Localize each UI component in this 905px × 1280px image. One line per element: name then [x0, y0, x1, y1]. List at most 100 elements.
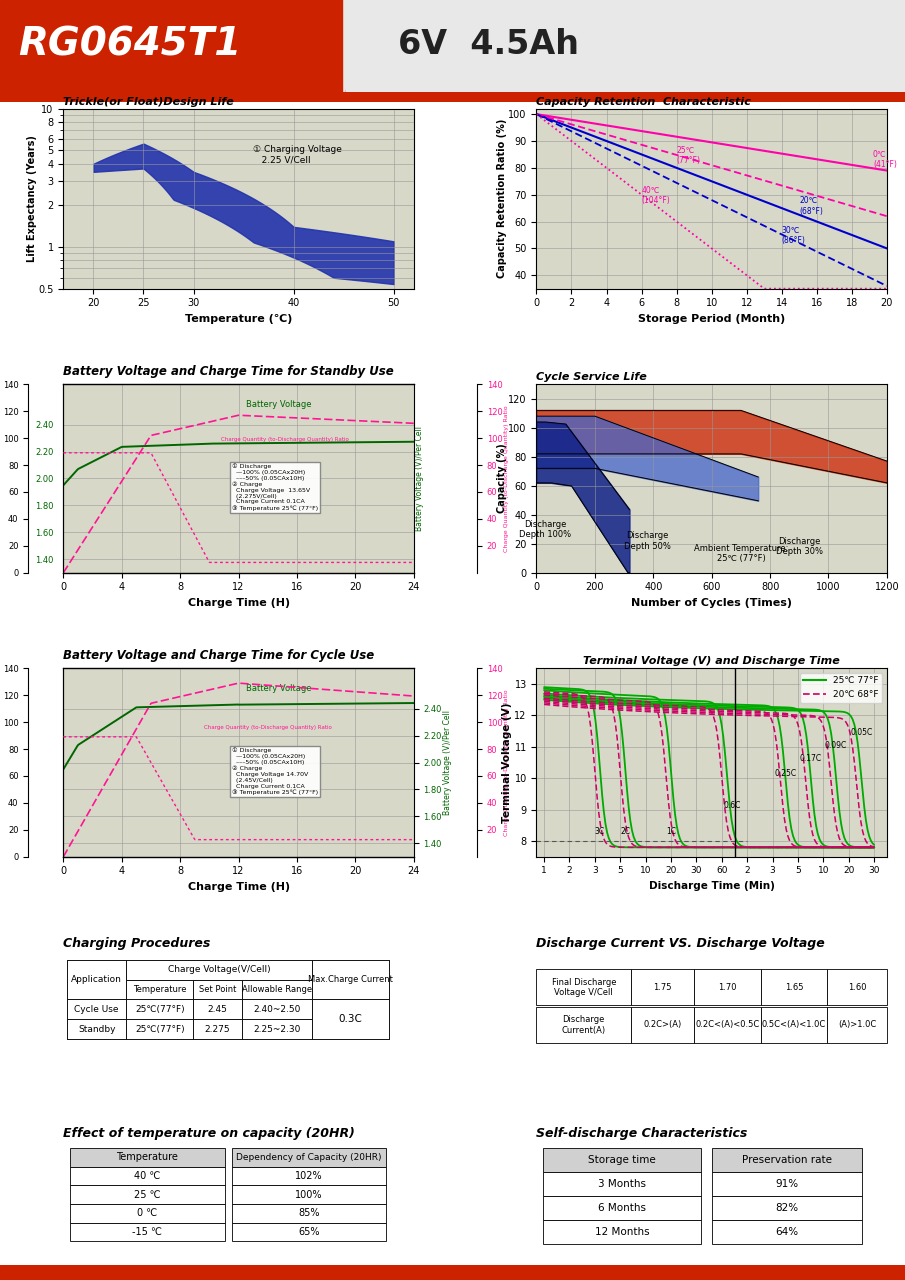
Bar	[694, 1007, 761, 1043]
Bar	[242, 1019, 312, 1039]
Text: Final Discharge
Voltage V/Cell: Final Discharge Voltage V/Cell	[551, 978, 616, 997]
Text: 1.70: 1.70	[719, 983, 737, 992]
Y-axis label: Battery Voltage (V)/Per Cell: Battery Voltage (V)/Per Cell	[415, 426, 424, 531]
0℃	[746, 141, 757, 156]
Bar	[312, 1000, 389, 1019]
Text: 85%: 85%	[298, 1208, 319, 1219]
Text: Battery Voltage and Charge Time for Standby Use: Battery Voltage and Charge Time for Stan…	[63, 365, 394, 378]
X-axis label: Charge Time (H): Charge Time (H)	[187, 598, 290, 608]
Y-axis label: Charge Quantity (%): Charge Quantity (%)	[0, 723, 2, 801]
Text: RG0645T1: RG0645T1	[18, 26, 242, 63]
X-axis label: Number of Cycles (Times): Number of Cycles (Times)	[631, 598, 792, 608]
Y-axis label: Lift Expectancy (Years): Lift Expectancy (Years)	[27, 136, 37, 262]
Bar	[232, 1148, 386, 1167]
Bar	[242, 1000, 312, 1019]
40℃	[827, 282, 838, 297]
Text: Effect of temperature on capacity (20HR): Effect of temperature on capacity (20HR)	[63, 1126, 356, 1139]
Bar	[631, 969, 694, 1005]
Text: Standby: Standby	[78, 1024, 116, 1034]
Bar	[127, 1019, 193, 1039]
20℃	[739, 187, 750, 202]
Text: 0.25C: 0.25C	[775, 769, 796, 778]
Bar	[711, 1196, 862, 1220]
Bar	[67, 1019, 127, 1039]
25℃	[531, 106, 542, 122]
X-axis label: Discharge Time (Min): Discharge Time (Min)	[649, 881, 775, 891]
Bar	[193, 1019, 242, 1039]
Text: 2.275: 2.275	[205, 1024, 231, 1034]
30℃	[531, 106, 542, 122]
Text: Set Point: Set Point	[199, 986, 236, 995]
Text: Discharge Current VS. Discharge Voltage: Discharge Current VS. Discharge Voltage	[537, 937, 825, 950]
Text: ① Discharge
  —100% (0.05CAx20H)
  –––50% (0.05CAx10H)
② Charge
  Charge Voltage: ① Discharge —100% (0.05CAx20H) –––50% (0…	[232, 748, 318, 795]
Bar	[193, 1019, 242, 1039]
Text: 1.60: 1.60	[848, 983, 866, 992]
20℃	[881, 241, 892, 256]
Text: 20℃
(68°F): 20℃ (68°F)	[799, 196, 824, 216]
Text: Ambient Temperature:
25℃ (77°F): Ambient Temperature: 25℃ (77°F)	[694, 544, 788, 563]
25℃	[881, 209, 892, 224]
0℃	[881, 163, 892, 178]
Text: 2C: 2C	[620, 827, 631, 836]
25℃	[826, 192, 837, 207]
40℃	[531, 106, 542, 122]
0℃	[849, 157, 860, 173]
Text: 25 ℃: 25 ℃	[134, 1189, 161, 1199]
Text: 0.17C: 0.17C	[800, 754, 822, 763]
Bar	[827, 969, 887, 1005]
Bar	[71, 1222, 224, 1242]
Line: 30℃: 30℃	[537, 114, 887, 285]
0℃	[532, 106, 543, 122]
Bar	[694, 969, 761, 1005]
Text: 40℃
(104°F): 40℃ (104°F)	[642, 186, 671, 205]
Text: 25℃
(77°F): 25℃ (77°F)	[677, 146, 700, 165]
Text: Battery Voltage and Charge Time for Cycle Use: Battery Voltage and Charge Time for Cycl…	[63, 649, 375, 662]
Bar	[312, 1019, 389, 1039]
X-axis label: Temperature (℃): Temperature (℃)	[185, 314, 292, 324]
Text: 1.65: 1.65	[785, 983, 804, 992]
20℃	[738, 186, 749, 201]
25℃	[739, 168, 750, 183]
Text: 6V  4.5Ah: 6V 4.5Ah	[398, 28, 579, 60]
Text: 82%: 82%	[776, 1203, 798, 1213]
Bar	[711, 1220, 862, 1244]
Line: 20℃: 20℃	[537, 114, 887, 248]
Text: 0.3C: 0.3C	[338, 1014, 363, 1024]
Bar	[242, 1019, 312, 1039]
Text: 25℃(77°F): 25℃(77°F)	[135, 1005, 185, 1014]
30℃	[532, 108, 543, 123]
Bar	[312, 960, 389, 1000]
Bar	[232, 1222, 386, 1242]
Text: 3C: 3C	[595, 827, 605, 836]
Text: 6 Months: 6 Months	[598, 1203, 646, 1213]
Bar	[827, 1007, 887, 1043]
40℃	[759, 282, 770, 297]
Bar	[544, 1172, 701, 1196]
Bar	[761, 1007, 827, 1043]
Text: Trickle(or Float)Design Life: Trickle(or Float)Design Life	[63, 96, 234, 106]
Text: 30℃
(86°F): 30℃ (86°F)	[782, 225, 805, 244]
X-axis label: Charge Time (H): Charge Time (H)	[187, 882, 290, 892]
Bar	[232, 1167, 386, 1185]
25℃	[532, 106, 543, 122]
30℃	[881, 278, 892, 293]
Line: 25℃: 25℃	[537, 114, 887, 216]
Bar	[67, 960, 127, 979]
Text: Preservation rate: Preservation rate	[742, 1155, 832, 1165]
Text: 1C: 1C	[666, 827, 676, 836]
20℃	[532, 108, 543, 123]
Text: (A)>1.0C: (A)>1.0C	[838, 1020, 876, 1029]
Text: Discharge
Depth 100%: Discharge Depth 100%	[519, 520, 571, 539]
Bar	[127, 979, 193, 1000]
Bar	[67, 1000, 127, 1019]
Bar	[71, 1167, 224, 1185]
Bar	[544, 1196, 701, 1220]
Text: Dependency of Capacity (20HR): Dependency of Capacity (20HR)	[236, 1153, 381, 1162]
30℃	[746, 211, 757, 227]
Text: Cycle Service Life: Cycle Service Life	[537, 372, 647, 383]
Text: 0.05C: 0.05C	[851, 728, 872, 737]
Bar	[232, 1204, 386, 1222]
Bar	[67, 960, 127, 1000]
Bar	[711, 1148, 862, 1172]
Text: 100%: 100%	[295, 1189, 322, 1199]
